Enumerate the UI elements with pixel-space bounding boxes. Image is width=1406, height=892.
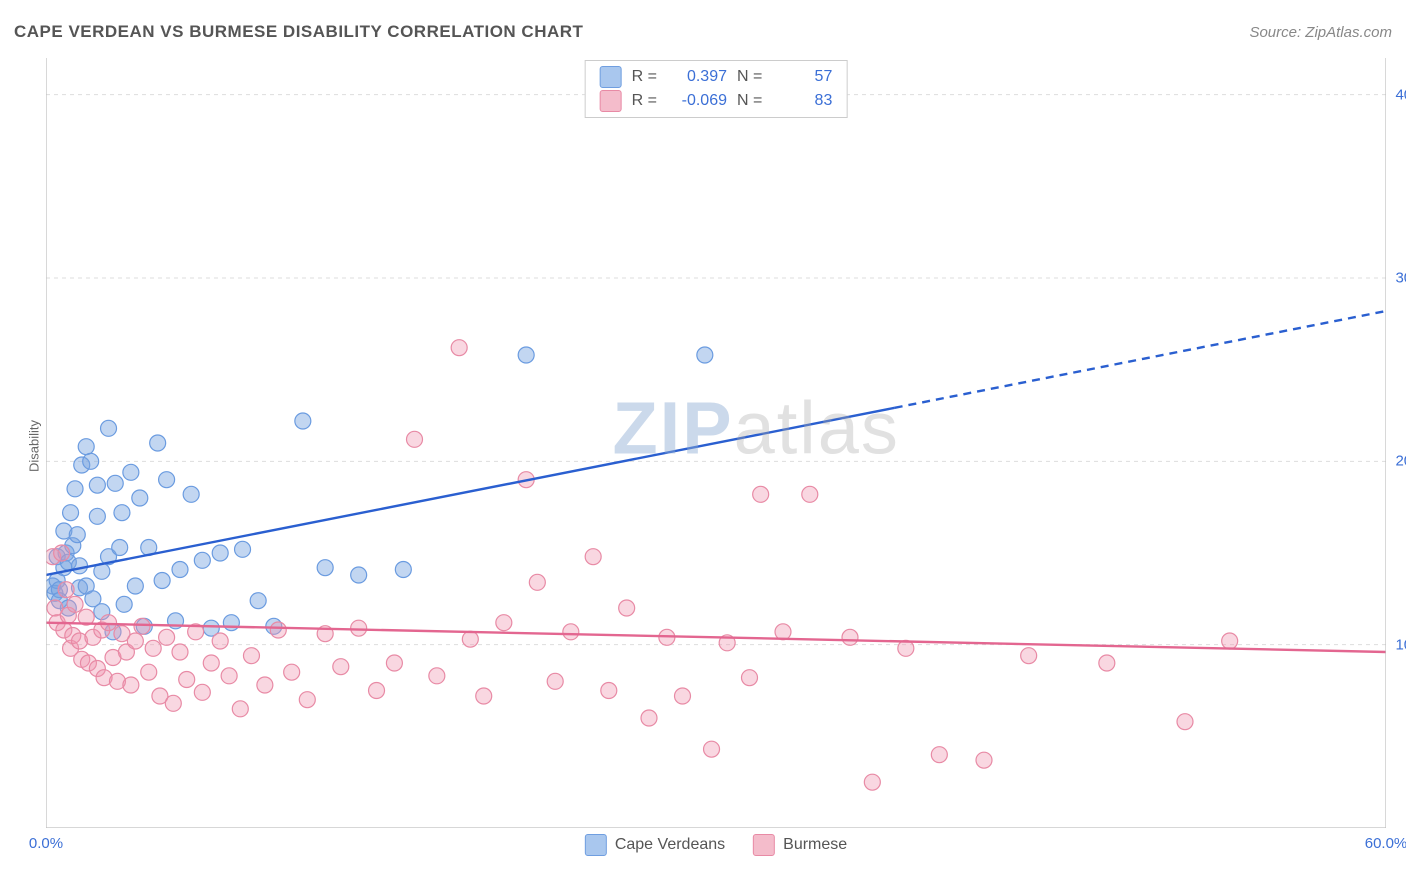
swatch-icon: [600, 66, 622, 88]
corr-value-r: -0.069: [667, 89, 727, 113]
legend-item: Burmese: [753, 834, 847, 856]
y-tick-label: 10.0%: [1395, 636, 1406, 653]
correlation-box: R = 0.397 N = 57 R = -0.069 N = 83: [585, 60, 848, 118]
legend-item: Cape Verdeans: [585, 834, 725, 856]
corr-label-n: N =: [737, 65, 762, 89]
corr-label-r: R =: [632, 65, 657, 89]
y-tick-label: 40.0%: [1395, 86, 1406, 103]
y-axis-label: Disability: [27, 420, 42, 472]
x-tick-label: 0.0%: [29, 835, 63, 852]
y-tick-label: 20.0%: [1395, 453, 1406, 470]
swatch-icon: [600, 90, 622, 112]
chart-source: Source: ZipAtlas.com: [1249, 24, 1392, 41]
correlation-row: R = 0.397 N = 57: [600, 65, 833, 89]
chart-header: CAPE VERDEAN VS BURMESE DISABILITY CORRE…: [14, 22, 1392, 42]
x-tick-label: 60.0%: [1365, 835, 1406, 852]
legend-label: Cape Verdeans: [615, 836, 725, 854]
plot-area: ZIPatlas R = 0.397 N = 57 R = -0.069 N =…: [46, 58, 1386, 828]
corr-value-n: 83: [772, 89, 832, 113]
corr-value-r: 0.397: [667, 65, 727, 89]
corr-value-n: 57: [772, 65, 832, 89]
y-tick-label: 30.0%: [1395, 270, 1406, 287]
legend-label: Burmese: [783, 836, 847, 854]
corr-label-n: N =: [737, 89, 762, 113]
swatch-icon: [753, 834, 775, 856]
legend-bottom: Cape Verdeans Burmese: [585, 834, 847, 856]
swatch-icon: [585, 834, 607, 856]
corr-label-r: R =: [632, 89, 657, 113]
chart-title: CAPE VERDEAN VS BURMESE DISABILITY CORRE…: [14, 22, 583, 42]
correlation-row: R = -0.069 N = 83: [600, 89, 833, 113]
chart-canvas: [46, 58, 1386, 828]
